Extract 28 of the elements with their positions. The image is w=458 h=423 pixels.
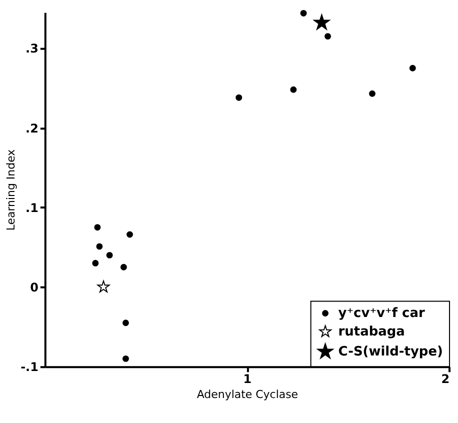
point [122, 355, 129, 362]
point [409, 64, 416, 72]
point [122, 320, 129, 326]
y-tick-label: .1 [26, 200, 38, 215]
legend-label: C-S(wild-type) [338, 344, 443, 360]
y-tick-label: 0 [30, 280, 38, 295]
point [120, 264, 127, 270]
legend-label: rutabaga [338, 324, 405, 340]
point [324, 33, 332, 40]
point [92, 260, 99, 266]
point [369, 90, 376, 97]
point [300, 10, 307, 16]
point [314, 14, 330, 30]
y-tick-label: .2 [26, 121, 38, 136]
point [106, 252, 113, 258]
point [126, 231, 133, 238]
point [236, 94, 242, 101]
point [290, 86, 297, 93]
y-axis-title: Learning Index [4, 148, 18, 231]
legend-label: y⁺cv⁺v⁺f car [338, 306, 426, 322]
y-tick-label: -.1 [20, 360, 38, 374]
point [97, 280, 110, 292]
x-tick-label: 2 [441, 372, 450, 386]
point [94, 224, 101, 231]
x-axis-title: Adenylate Cyclase [196, 388, 298, 402]
x-tick-label: 1 [243, 372, 252, 386]
y-tick-label: .3 [26, 42, 38, 56]
point [96, 243, 103, 250]
